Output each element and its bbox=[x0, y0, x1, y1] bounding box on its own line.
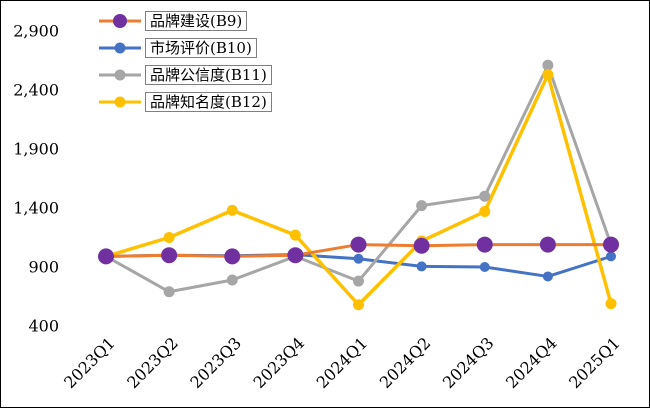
series-marker-3[interactable] bbox=[542, 69, 554, 81]
legend-marker-b10-icon bbox=[99, 42, 141, 54]
y-axis-tick-label: 400 bbox=[28, 317, 59, 336]
x-axis-tick-label: 2024Q1 bbox=[313, 333, 372, 392]
y-axis-tick-label: 1,400 bbox=[13, 199, 59, 218]
y-axis-tick-label: 900 bbox=[28, 258, 59, 277]
x-axis-tick-label: 2023Q1 bbox=[60, 333, 119, 392]
series-marker-2[interactable] bbox=[542, 59, 554, 71]
series-marker-3[interactable] bbox=[163, 232, 175, 243]
x-axis-tick-label: 2023Q2 bbox=[123, 333, 182, 392]
series-marker-2[interactable] bbox=[163, 286, 175, 298]
series-marker-1[interactable] bbox=[479, 262, 490, 272]
series-marker-0[interactable] bbox=[413, 237, 430, 254]
series-marker-3[interactable] bbox=[289, 229, 301, 241]
series-marker-3[interactable] bbox=[605, 298, 617, 310]
series-marker-3[interactable] bbox=[353, 299, 364, 311]
legend-label-b12: 品牌知名度(B12) bbox=[145, 92, 272, 112]
series-marker-0[interactable] bbox=[476, 236, 493, 253]
series-marker-0[interactable] bbox=[98, 248, 114, 265]
x-axis-tick-label: 2024Q2 bbox=[376, 333, 435, 392]
series-marker-3[interactable] bbox=[479, 206, 491, 218]
y-axis-tick-label: 2,900 bbox=[13, 22, 59, 41]
series-marker-1[interactable] bbox=[606, 251, 616, 262]
series-marker-2[interactable] bbox=[353, 275, 364, 287]
legend-item-b10[interactable]: 市场评价(B10) bbox=[97, 36, 272, 60]
legend-label-b11: 品牌公信度(B11) bbox=[145, 65, 272, 85]
series-marker-2[interactable] bbox=[226, 274, 238, 286]
x-axis-tick-label: 2024Q3 bbox=[439, 333, 498, 392]
legend-marker-b12-icon bbox=[99, 96, 141, 108]
legend-item-b11[interactable]: 品牌公信度(B11) bbox=[97, 63, 272, 87]
legend-label-b9: 品牌建设(B9) bbox=[145, 11, 248, 31]
legend-item-b9[interactable]: 品牌建设(B9) bbox=[97, 9, 272, 33]
legend-marker-b9-icon bbox=[99, 14, 141, 28]
legend-marker-b11-icon bbox=[99, 69, 141, 81]
series-marker-1[interactable] bbox=[542, 271, 553, 282]
x-axis-tick-label: 2024Q4 bbox=[502, 333, 561, 392]
legend-item-b12[interactable]: 品牌知名度(B12) bbox=[97, 90, 272, 114]
series-marker-0[interactable] bbox=[350, 236, 367, 253]
chart-legend: 品牌建设(B9) 市场评价(B10) 品牌公信度(B11) 品牌知名度(B12) bbox=[97, 9, 272, 114]
series-marker-1[interactable] bbox=[416, 261, 427, 272]
y-axis-tick-label: 2,400 bbox=[13, 81, 59, 100]
series-marker-2[interactable] bbox=[416, 200, 428, 212]
y-axis-tick-label: 1,900 bbox=[13, 140, 59, 159]
series-marker-1[interactable] bbox=[353, 253, 364, 264]
series-marker-0[interactable] bbox=[539, 236, 556, 253]
legend-label-b10: 市场评价(B10) bbox=[145, 38, 257, 58]
series-marker-3[interactable] bbox=[226, 204, 238, 216]
series-marker-0[interactable] bbox=[224, 248, 241, 265]
series-marker-0[interactable] bbox=[603, 236, 619, 253]
series-marker-0[interactable] bbox=[161, 247, 178, 264]
x-axis-tick-label: 2025Q1 bbox=[565, 333, 624, 392]
series-marker-2[interactable] bbox=[479, 190, 491, 202]
x-axis-tick-label: 2023Q4 bbox=[250, 333, 309, 392]
x-axis-tick-label: 2023Q3 bbox=[186, 333, 245, 392]
series-marker-0[interactable] bbox=[287, 247, 304, 264]
